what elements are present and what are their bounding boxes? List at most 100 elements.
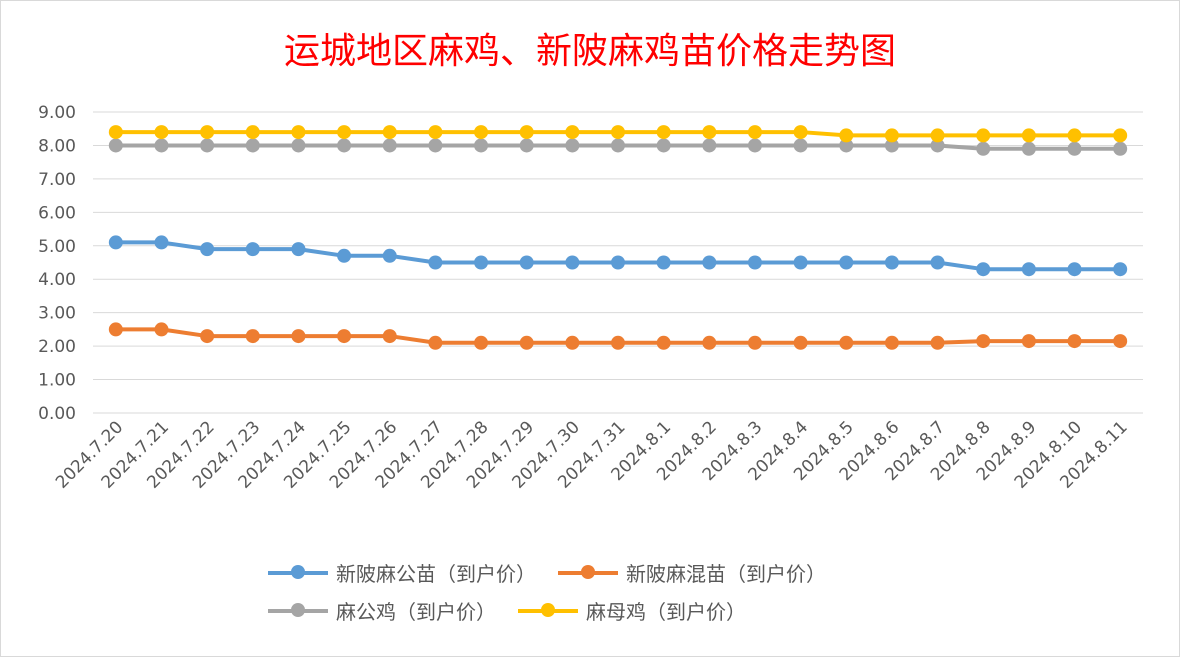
- point-1-11: [611, 335, 625, 350]
- y-tick-label-8: 8.00: [38, 136, 76, 156]
- point-0-14: [747, 255, 762, 270]
- point-3-1: [154, 125, 169, 140]
- legend-label-2: 麻公鸡（到户价）: [336, 600, 496, 624]
- point-3-12: [656, 125, 671, 140]
- point-0-6: [382, 248, 397, 263]
- point-3-19: [976, 128, 991, 143]
- legend-label-0: 新陂麻公苗（到户价）: [336, 562, 536, 586]
- point-0-20: [1021, 262, 1036, 277]
- point-1-8: [474, 335, 489, 350]
- point-0-12: [656, 255, 671, 270]
- legend-swatch-3: [518, 602, 578, 619]
- point-0-21: [1067, 262, 1082, 277]
- point-2-8: [474, 138, 489, 153]
- legend-swatch-2: [268, 602, 328, 619]
- point-0-0: [108, 235, 123, 250]
- point-3-22: [1113, 128, 1128, 143]
- point-3-20: [1021, 128, 1036, 143]
- point-1-4: [291, 329, 306, 344]
- point-2-2: [200, 138, 215, 153]
- legend-row-1: 新陂麻公苗（到户价） 新陂麻混苗（到户价）: [268, 558, 848, 587]
- point-3-3: [245, 125, 260, 140]
- point-2-15: [793, 138, 808, 153]
- legend-label-3: 麻母鸡（到户价）: [586, 600, 746, 624]
- y-tick-label-1: 1.00: [38, 371, 76, 391]
- point-3-0: [108, 125, 123, 140]
- y-tick-label-6: 6.00: [38, 203, 76, 223]
- point-1-6: [382, 329, 397, 344]
- point-0-11: [611, 255, 625, 270]
- point-0-19: [976, 262, 991, 277]
- point-0-5: [337, 248, 352, 263]
- y-tick-label-2: 2.00: [38, 337, 76, 357]
- point-0-13: [702, 255, 717, 270]
- point-3-10: [565, 125, 580, 140]
- point-1-13: [702, 335, 717, 350]
- point-1-9: [519, 335, 534, 350]
- point-2-18: [930, 138, 945, 153]
- point-3-8: [474, 125, 489, 140]
- point-3-9: [519, 125, 534, 140]
- point-2-22: [1113, 141, 1128, 156]
- chart-title: 运城地区麻鸡、新陂麻鸡苗价格走势图: [283, 31, 896, 72]
- y-tick-label-3: 3.00: [38, 304, 76, 324]
- point-0-4: [291, 242, 306, 257]
- legend-swatch-1: [558, 564, 618, 581]
- point-0-9: [519, 255, 534, 270]
- point-1-16: [839, 335, 854, 350]
- point-3-2: [200, 125, 215, 140]
- point-2-19: [976, 141, 991, 156]
- legend-row-2: 麻公鸡（到户价） 麻母鸡（到户价）: [268, 596, 768, 625]
- point-2-17: [884, 138, 899, 153]
- point-3-17: [884, 128, 899, 143]
- point-1-7: [428, 335, 443, 350]
- legend-item-3: 麻母鸡（到户价）: [518, 596, 746, 625]
- legend-item-1: 新陂麻混苗（到户价）: [558, 558, 826, 587]
- point-2-9: [519, 138, 534, 153]
- point-1-21: [1067, 334, 1082, 349]
- point-1-3: [245, 329, 260, 344]
- legend-item-0: 新陂麻公苗（到户价）: [268, 558, 536, 587]
- point-1-20: [1021, 334, 1036, 349]
- point-3-21: [1067, 128, 1082, 143]
- point-3-16: [839, 128, 854, 143]
- point-1-17: [884, 335, 899, 350]
- point-0-18: [930, 255, 945, 270]
- point-2-13: [702, 138, 717, 153]
- point-0-22: [1113, 262, 1128, 277]
- point-0-2: [200, 242, 215, 257]
- point-2-16: [839, 138, 854, 153]
- point-1-22: [1113, 334, 1128, 349]
- y-tick-label-7: 7.00: [38, 170, 76, 190]
- legend-label-1: 新陂麻混苗（到户价）: [626, 562, 826, 586]
- point-3-14: [747, 125, 762, 140]
- y-tick-label-9: 9.00: [38, 103, 76, 123]
- point-1-15: [793, 335, 808, 350]
- point-0-8: [474, 255, 489, 270]
- point-2-0: [108, 138, 123, 153]
- point-3-11: [611, 125, 625, 140]
- y-tick-label-5: 5.00: [38, 237, 76, 257]
- point-0-15: [793, 255, 808, 270]
- point-1-0: [108, 322, 123, 337]
- point-2-7: [428, 138, 443, 153]
- point-2-1: [154, 138, 169, 153]
- point-1-5: [337, 329, 352, 344]
- point-3-13: [702, 125, 717, 140]
- point-1-10: [565, 335, 580, 350]
- point-2-14: [747, 138, 762, 153]
- point-0-17: [884, 255, 899, 270]
- point-2-6: [382, 138, 397, 153]
- point-1-1: [154, 322, 169, 337]
- point-0-10: [565, 255, 580, 270]
- point-3-4: [291, 125, 306, 140]
- y-tick-label-4: 4.00: [38, 270, 76, 290]
- y-tick-label-0: 0.00: [38, 404, 76, 424]
- point-3-15: [793, 125, 808, 140]
- legend-swatch-0: [268, 564, 328, 581]
- point-3-5: [337, 125, 352, 140]
- point-2-21: [1067, 141, 1082, 156]
- point-3-6: [382, 125, 397, 140]
